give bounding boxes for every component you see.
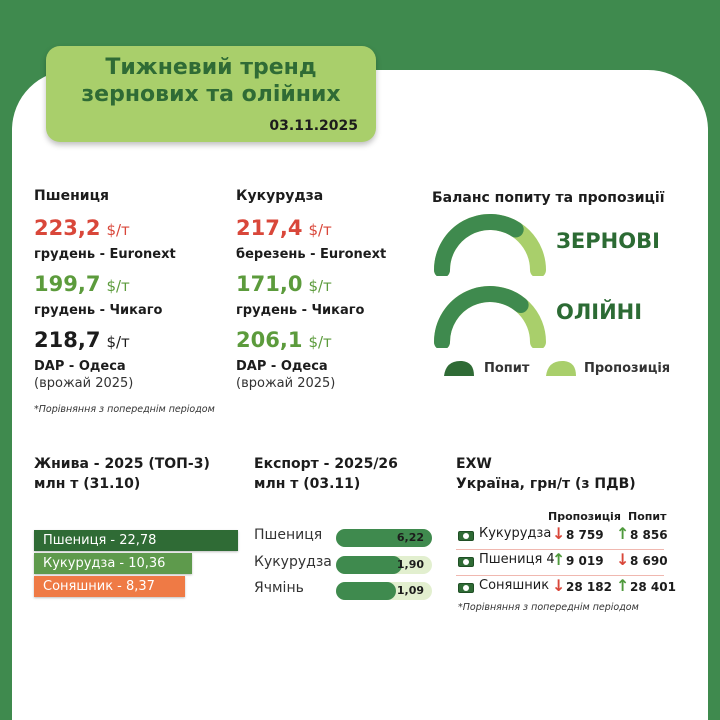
corn-price-chicago-label: грудень - Чикаго [236,303,365,318]
legend-supply-swatch [546,360,576,376]
price-unit: $/т [308,221,332,239]
exw-heading-line-1: EXW [456,456,492,472]
wheat-price-euronext-label: грудень - Euronext [34,247,176,262]
export-label-wheat: Пшениця [254,527,323,543]
export-bar-fill [336,556,402,574]
legend-demand-swatch [444,360,474,376]
prices-note: *Порівняння з попереднім періодом [34,404,215,415]
export-value-corn: 1,90 [396,558,424,571]
gauge-demand-arc [434,286,529,348]
exw-demand-value: 28 401 [630,580,676,594]
balance-gauge-oilseeds [434,286,546,348]
arrow-up-icon: ↑ [616,524,630,543]
exw-col-supply: Пропозиція [548,510,621,523]
banknote-icon [458,557,474,567]
banknote-icon [458,531,474,541]
exw-row-name: Кукурудза [479,526,552,541]
wheat-price-odesa: 218,7 $/т [34,328,130,352]
arrow-down-icon: ↓ [616,550,630,569]
harvest-bar-corn: Кукурудза - 10,36 [34,553,193,574]
title-line-2: зернових та олійних [81,82,341,107]
corn-price-euronext-label: березень - Euronext [236,247,387,262]
arrow-down-icon: ↓ [552,576,566,595]
wheat-price-euronext: 223,2 $/т [34,216,130,240]
title-date: 03.11.2025 [269,118,358,134]
wheat-price-odesa-sublabel: (врожай 2025) [34,376,134,391]
exw-row-name: Соняшник [479,578,550,593]
exw-col-demand: Попит [628,510,667,523]
exw-supply-value: 8 759 [566,528,604,542]
export-bar-fill [336,529,432,547]
arrow-down-icon: ↓ [552,524,566,543]
harvest-heading-line-1: Жнива - 2025 (ТОП-3) [34,456,210,472]
exw-demand-value: 8 856 [630,528,668,542]
price-unit: $/т [106,277,130,295]
exw-supply-value: 28 182 [566,580,612,594]
title-line-1: Тижневий тренд [105,55,317,80]
price-value: 218,7 [34,328,101,352]
export-heading-line-2: млн т (03.11) [254,476,361,492]
export-heading-line-1: Експорт - 2025/26 [254,456,398,472]
exw-divider [456,549,664,550]
corn-price-odesa-label: DAP - Одеса [236,359,328,374]
export-label-corn: Кукурудза [254,554,332,570]
gauge-demand-arc [434,214,524,276]
corn-price-odesa-sublabel: (врожай 2025) [236,376,336,391]
balance-oilseeds-label: ОЛІЙНІ [556,300,643,324]
corn-price-euronext: 217,4 $/т [236,216,332,240]
harvest-bar-wheat: Пшениця - 22,78 [34,530,238,551]
price-value: 217,4 [236,216,303,240]
corn-price-chicago: 171,0 $/т [236,272,332,296]
legend-supply-label: Пропозиція [584,361,671,376]
exw-heading-line-2: Україна, грн/т (з ПДВ) [456,476,636,492]
corn-price-odesa: 206,1 $/т [236,328,332,352]
arrow-up-icon: ↑ [616,576,630,595]
title-banner: Тижневий тренд зернових та олійних 03.11… [46,46,376,142]
export-value-wheat: 6,22 [396,531,424,544]
wheat-price-odesa-label: DAP - Одеса [34,359,126,374]
balance-gauge-grain [434,214,546,276]
export-bar-wheat: 6,22 [336,529,432,547]
export-label-barley: Ячмінь [254,580,304,596]
price-unit: $/т [308,333,332,351]
harvest-heading-line-2: млн т (31.10) [34,476,141,492]
exw-supply-value: 9 019 [566,554,604,568]
legend-demand-label: Попит [484,361,530,376]
price-value: 171,0 [236,272,303,296]
price-value: 206,1 [236,328,303,352]
wheat-price-chicago-label: грудень - Чикаго [34,303,163,318]
exw-note: *Порівняння з попереднім періодом [458,602,639,613]
price-unit: $/т [106,333,130,351]
wheat-price-chicago: 199,7 $/т [34,272,130,296]
export-bar-fill [336,582,397,600]
price-unit: $/т [308,277,332,295]
balance-heading: Баланс попиту та пропозиції [432,190,665,206]
price-value: 199,7 [34,272,101,296]
corn-heading: Кукурудза [236,188,324,204]
banknote-icon [458,583,474,593]
harvest-bar-sunflower: Соняшник - 8,37 [34,576,185,597]
wheat-heading: Пшениця [34,188,109,204]
exw-row-name: Пшениця 4 [479,552,555,567]
content-card [12,70,708,720]
export-bar-corn: 1,90 [336,556,432,574]
price-unit: $/т [106,221,130,239]
arrow-up-icon: ↑ [552,550,566,569]
export-value-barley: 1,09 [396,584,424,597]
price-value: 223,2 [34,216,101,240]
exw-demand-value: 8 690 [630,554,668,568]
balance-grain-label: ЗЕРНОВІ [556,229,660,253]
export-bar-barley: 1,09 [336,582,432,600]
exw-divider [456,575,664,576]
